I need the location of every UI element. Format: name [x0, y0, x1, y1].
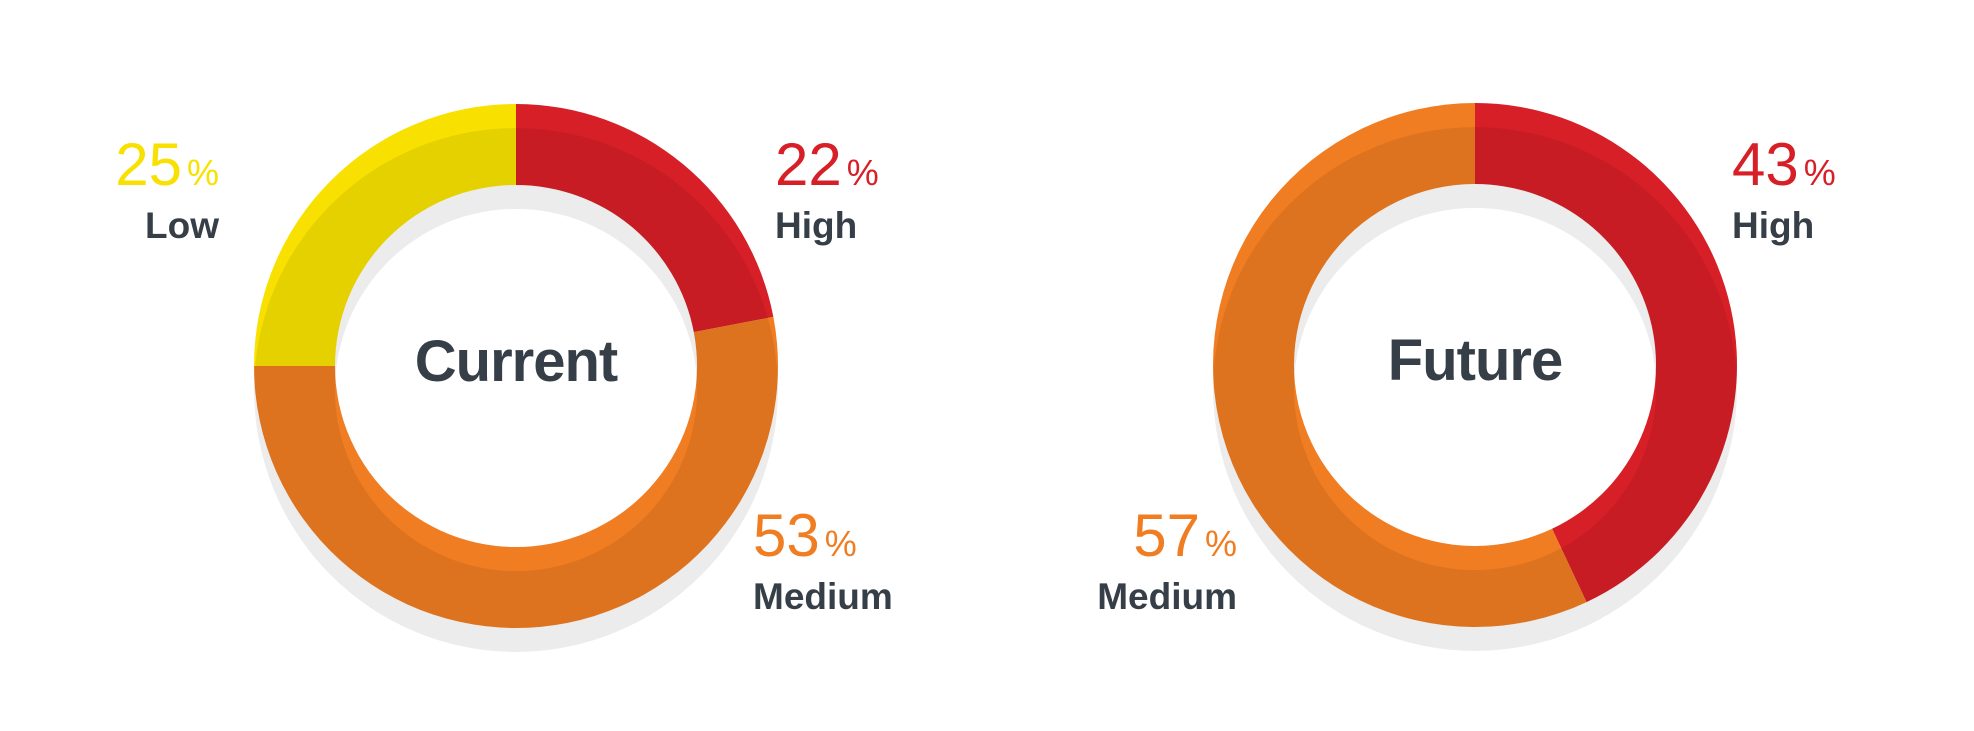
- segment-future-high: [1475, 103, 1737, 603]
- value-number: 25: [115, 131, 182, 198]
- donut-chart-current: [254, 104, 779, 652]
- chart-title-future: Future: [1387, 328, 1563, 393]
- percent-sign: %: [824, 523, 857, 564]
- callout-current-low: 25% Low: [115, 134, 219, 246]
- callout-current-low-label: Low: [145, 205, 219, 246]
- percent-sign: %: [846, 152, 879, 193]
- chart-title-current: Current: [414, 329, 618, 394]
- callout-current-low-value: 25%: [115, 134, 219, 204]
- ring-inner-shadow: [254, 128, 778, 652]
- callout-current-high: 22% High: [775, 134, 879, 246]
- callout-current-high-label: High: [775, 205, 858, 246]
- callout-current-medium-label: Medium: [753, 576, 893, 617]
- donut-chart-future: [1213, 103, 1737, 651]
- value-number: 43: [1732, 131, 1799, 198]
- callout-current-medium-value: 53%: [753, 505, 857, 575]
- callout-future-high: 43% High: [1732, 134, 1836, 246]
- percent-sign: %: [186, 152, 219, 193]
- ring-inner-shadow: [1213, 127, 1737, 651]
- segment-current-medium: [254, 316, 779, 629]
- callout-current-high-value: 22%: [775, 134, 879, 204]
- value-number: 53: [753, 502, 820, 569]
- value-number: 57: [1133, 502, 1200, 569]
- percent-sign: %: [1803, 152, 1836, 193]
- segment-current-high: [516, 104, 774, 333]
- segment-current-low: [254, 104, 516, 366]
- callout-future-high-value: 43%: [1732, 134, 1836, 204]
- callout-future-high-label: High: [1732, 205, 1815, 246]
- callout-future-medium: 57% Medium: [1097, 505, 1237, 617]
- callout-current-medium: 53% Medium: [753, 505, 893, 617]
- percent-sign: %: [1204, 523, 1237, 564]
- callout-future-medium-label: Medium: [1097, 576, 1237, 617]
- callout-future-medium-value: 57%: [1133, 505, 1237, 575]
- value-number: 22: [775, 131, 842, 198]
- segment-future-medium: [1213, 103, 1587, 627]
